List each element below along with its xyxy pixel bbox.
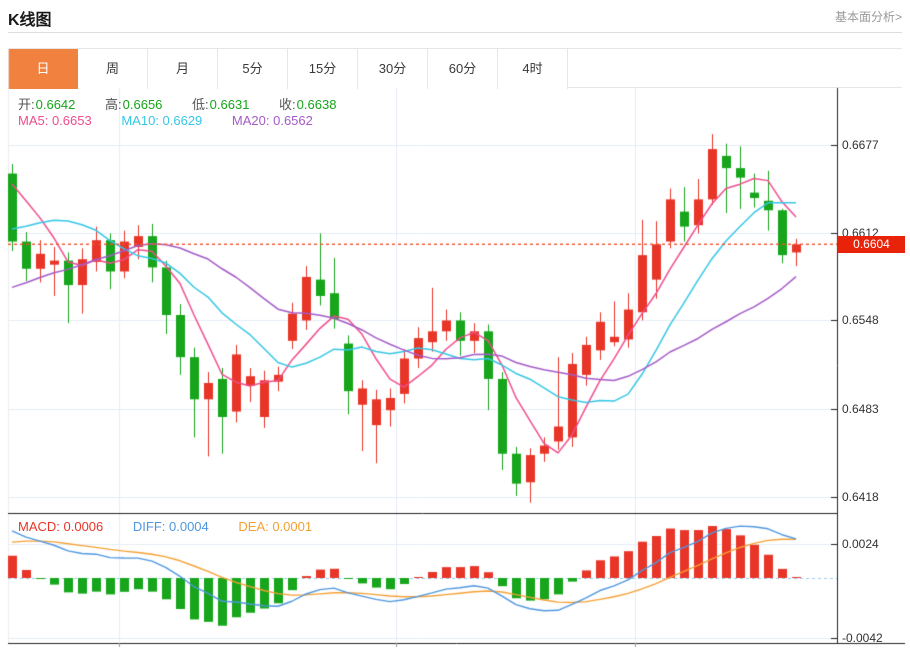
diff-value: DIFF: 0.0004 [132,519,209,534]
price-tick-label: 0.6483 [842,401,879,416]
close-value: 0.6638 [296,97,337,112]
open-value: 0.6642 [35,97,76,112]
low-value: 0.6631 [209,97,250,112]
price-tick-label: 0.6418 [842,490,879,505]
open-label: 开: [18,97,35,112]
current-price-badge: 0.6604 [838,235,905,253]
high-value: 0.6656 [122,97,163,112]
ma-info-row: MA5: 0.6653 MA10: 0.6629 MA20: 0.6562 [18,113,319,128]
ma20-value: MA20: 0.6562 [231,113,313,128]
dea-value: DEA: 0.0001 [238,519,313,534]
macd-tick-label: 0.0024 [842,536,879,551]
ma5-value: MA5: 0.6653 [18,113,92,128]
price-tick-label: 0.6677 [842,138,879,152]
price-tick-label: 0.6548 [842,313,879,328]
ohlc-info-row: 开:0.6642 高:0.6656 低:0.6631 收:0.6638 [18,94,342,113]
low-label: 低: [192,97,209,112]
ma10-value: MA10: 0.6629 [121,113,203,128]
macd-value: MACD: 0.0006 [18,519,104,534]
macd-tick-label: -0.0042 [842,631,883,646]
macd-info-row: MACD: 0.0006 DIFF: 0.0004 DEA: 0.0001 [18,519,318,534]
high-label: 高: [105,97,122,112]
close-label: 收: [279,97,296,112]
